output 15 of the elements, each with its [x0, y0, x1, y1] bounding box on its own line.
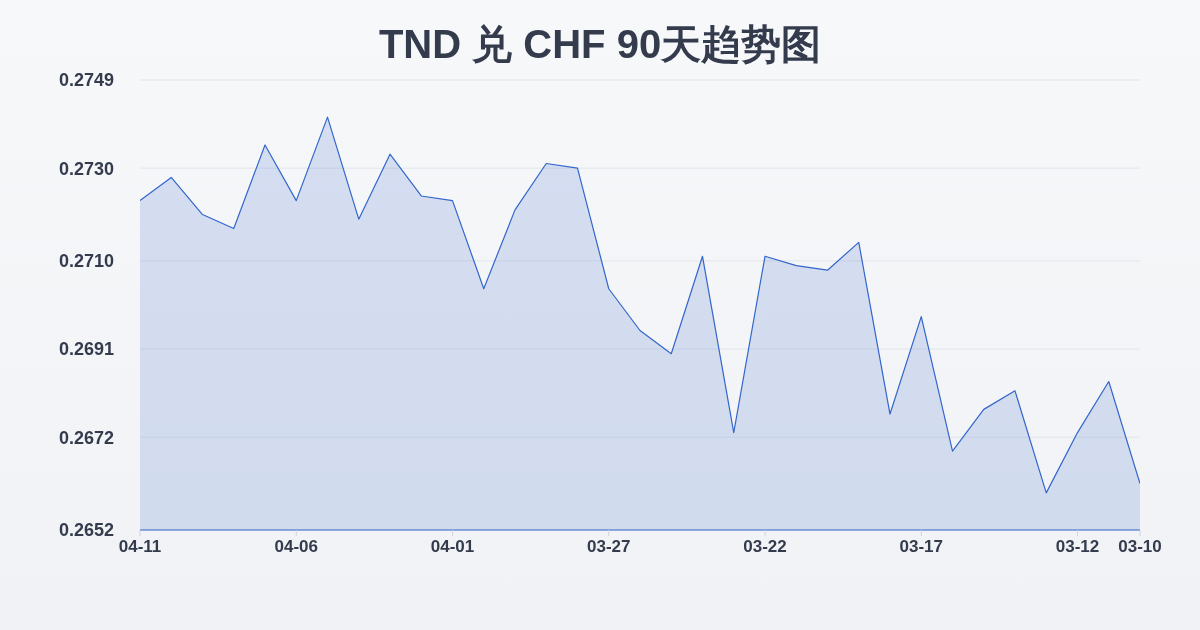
x-tick-label: 04-01	[430, 537, 475, 557]
x-tick-label: 04-06	[274, 537, 318, 557]
x-tick-label: 03-12	[1055, 537, 1100, 557]
y-tick-label: 0.2691	[58, 339, 114, 360]
y-tick-label: 0.2672	[58, 427, 114, 448]
x-tick-label: 03-17	[899, 537, 943, 557]
x-tick-label: 03-27	[587, 537, 631, 557]
y-tick-label: 0.2710	[58, 251, 114, 272]
chart-title: TND 兑 CHF 90天趋势图	[377, 21, 823, 68]
x-tick-label: 03-10	[1118, 537, 1162, 557]
y-tick-label: 0.2730	[58, 158, 114, 179]
y-tick-label: 0.2749	[58, 70, 114, 91]
y-tick-label: 0.2652	[58, 520, 114, 541]
x-tick-label: 03-22	[743, 537, 787, 557]
x-tick-label: 04-11	[118, 537, 162, 557]
